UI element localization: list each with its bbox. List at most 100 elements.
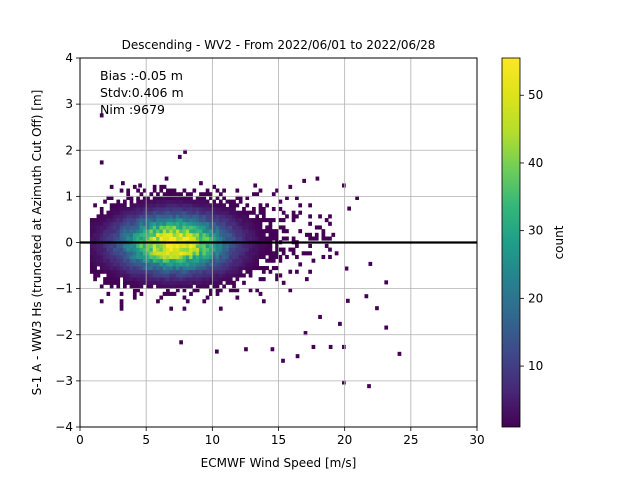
heatmap-cell: [202, 262, 207, 267]
heatmap-cell: [261, 243, 266, 248]
heatmap-cell: [116, 258, 121, 263]
heatmap-cell: [291, 218, 296, 223]
heatmap-cell: [149, 206, 154, 212]
y-tick-label: 2: [65, 143, 73, 157]
heatmap-cell: [132, 251, 137, 256]
heatmap-cell: [149, 210, 154, 215]
heatmap-cell: [169, 229, 174, 234]
heatmap-cell: [235, 210, 240, 215]
heatmap-cell: [209, 288, 213, 293]
heatmap-cell: [123, 258, 127, 263]
heatmap-cell: [179, 218, 183, 223]
heatmap-cell: [185, 229, 190, 234]
heatmap-cell: [238, 218, 243, 223]
heatmap-cell: [255, 214, 260, 219]
heatmap-cell: [232, 247, 236, 252]
heatmap-cell: [113, 236, 117, 241]
heatmap-cell: [136, 236, 140, 241]
heatmap-cell: [225, 262, 230, 267]
heatmap-cell: [166, 269, 170, 274]
heatmap-cell: [245, 221, 250, 226]
heatmap-cell: [202, 195, 207, 201]
heatmap-cell: [218, 269, 223, 274]
heatmap-cell: [162, 254, 167, 260]
heatmap-cell: [232, 218, 236, 223]
heatmap-cell: [172, 277, 177, 282]
heatmap-cell: [222, 221, 226, 226]
heatmap-cell: [199, 221, 203, 226]
heatmap-cell: [334, 251, 339, 256]
heatmap-cell: [139, 210, 144, 215]
heatmap-cell-outlier: [270, 347, 275, 352]
heatmap-cell: [308, 232, 312, 237]
heatmap-cell: [258, 236, 263, 241]
heatmap-cell: [89, 258, 94, 263]
heatmap-cell: [93, 218, 97, 223]
heatmap-cell: [96, 243, 101, 248]
heatmap-cell: [228, 243, 233, 248]
heatmap-cell: [116, 273, 121, 278]
heatmap-cell: [182, 236, 187, 241]
heatmap-cell: [189, 280, 193, 285]
heatmap-cell: [179, 225, 183, 230]
heatmap-cell: [99, 299, 104, 304]
heatmap-cell: [185, 277, 190, 282]
heatmap-cell: [225, 199, 230, 204]
heatmap-cell: [142, 199, 147, 204]
heatmap-cell: [175, 221, 180, 226]
heatmap-cell: [242, 214, 246, 219]
heatmap-cell: [288, 288, 293, 293]
x-axis-ticks: 0 5 10 15 20 25 30: [76, 427, 485, 447]
heatmap-cell: [192, 247, 197, 252]
heatmap-cell: [185, 280, 190, 285]
heatmap-cell: [139, 269, 144, 274]
heatmap-cell: [235, 214, 240, 219]
heatmap-cell: [285, 254, 289, 260]
heatmap-cell: [271, 254, 276, 260]
heatmap-cell: [235, 288, 240, 293]
heatmap-cell: [189, 195, 193, 201]
heatmap-cell-outlier: [375, 306, 379, 311]
heatmap-cell: [209, 225, 213, 230]
heatmap-cell: [311, 236, 316, 241]
heatmap-cell: [179, 280, 183, 285]
heatmap-cell: [225, 243, 230, 248]
heatmap-cell: [175, 273, 180, 278]
heatmap-cell: [136, 199, 140, 204]
heatmap-cell: [189, 266, 193, 271]
heatmap-cell: [109, 229, 114, 234]
heatmap-cell: [281, 247, 286, 252]
heatmap-cell: [215, 262, 220, 267]
heatmap-cell: [152, 206, 157, 212]
heatmap-cell: [136, 269, 140, 274]
heatmap-cell: [268, 236, 273, 241]
heatmap-cell: [308, 203, 312, 208]
heatmap-cell: [132, 214, 137, 219]
heatmap-cell: [103, 251, 107, 256]
heatmap-cell: [172, 280, 177, 285]
heatmap-cell: [132, 243, 137, 248]
heatmap-cell: [175, 262, 180, 267]
heatmap-cell: [116, 218, 121, 223]
heatmap-cell: [205, 210, 210, 215]
heatmap-cell: [179, 273, 183, 278]
heatmap-cell: [175, 195, 180, 201]
heatmap-cell: [139, 262, 144, 267]
heatmap-cell: [212, 218, 217, 223]
heatmap-cell: [172, 258, 177, 263]
y-tick-label: −4: [55, 420, 73, 434]
heatmap-cell: [106, 236, 111, 241]
heatmap-cell: [215, 232, 220, 237]
heatmap-cell-outlier: [164, 176, 169, 181]
heatmap-cell: [261, 269, 266, 274]
heatmap-cell: [89, 251, 94, 256]
heatmap-cell: [228, 218, 233, 223]
heatmap-cell: [119, 214, 124, 219]
heatmap-cell: [109, 218, 114, 223]
heatmap-cell: [205, 188, 210, 193]
heatmap-cell: [248, 225, 253, 230]
heatmap-cell: [116, 221, 121, 226]
heatmap-cell: [242, 225, 246, 230]
heatmap-cell: [275, 273, 279, 278]
heatmap-cell: [185, 266, 190, 271]
